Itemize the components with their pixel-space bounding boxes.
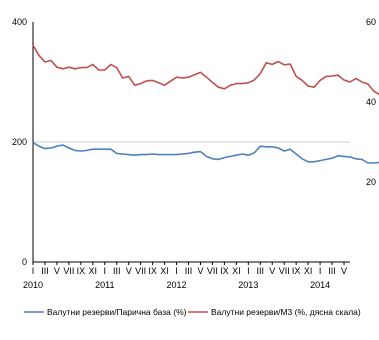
legend-label: Валутни резерви/М3 (%, дясна скала) xyxy=(211,307,361,317)
month-tick-label: V xyxy=(197,266,203,276)
month-tick-label: I xyxy=(247,266,250,276)
month-tick-label: V xyxy=(126,266,132,276)
month-tick-label: IX xyxy=(148,266,157,276)
month-tick-label: VII xyxy=(63,266,74,276)
year-tick-label: 2013 xyxy=(238,280,258,290)
left-tick-label: 0 xyxy=(22,257,27,267)
right-tick-label: 40 xyxy=(366,97,376,107)
month-tick-label: III xyxy=(328,266,336,276)
month-tick-label: XI xyxy=(304,266,313,276)
month-tick-label: IX xyxy=(220,266,229,276)
month-tick-label: I xyxy=(104,266,107,276)
year-tick-label: 2011 xyxy=(95,280,114,290)
month-tick-label: IX xyxy=(292,266,301,276)
series-line-reserves-m3 xyxy=(32,44,379,96)
legend: Валутни резерви/Парична база (%) Валутни … xyxy=(24,307,361,317)
month-tick-label: I xyxy=(319,266,322,276)
month-tick-label: VII xyxy=(135,266,146,276)
month-tick-label: XI xyxy=(232,266,241,276)
month-tick-label: III xyxy=(257,266,265,276)
month-tick-label: V xyxy=(54,266,60,276)
month-tick-label: V xyxy=(269,266,275,276)
right-axis-ticks: 20 40 60 xyxy=(366,17,376,187)
month-tick-label: III xyxy=(185,266,193,276)
series-line-reserves-monetary-base xyxy=(32,141,379,164)
legend-label: Валутни резерви/Парична база (%) xyxy=(47,307,187,317)
month-tick-label: I xyxy=(175,266,178,276)
month-tick-label: VII xyxy=(207,266,218,276)
right-tick-label: 20 xyxy=(366,177,376,187)
month-tick-label: XI xyxy=(89,266,98,276)
month-tick-label: III xyxy=(113,266,121,276)
month-tick-label: VII xyxy=(279,266,290,276)
x-axis-ticks: I III V VII IX XI I III V VII IX XI I III V VII IX XI I III… xyxy=(23,262,347,290)
left-tick-label: 200 xyxy=(12,137,27,147)
month-tick-label: I xyxy=(32,266,35,276)
left-tick-label: 400 xyxy=(12,17,27,27)
year-tick-label: 2012 xyxy=(167,280,187,290)
month-tick-label: III xyxy=(41,266,49,276)
right-tick-label: 60 xyxy=(366,17,376,27)
month-tick-label: XI xyxy=(160,266,169,276)
axes xyxy=(32,22,350,263)
year-tick-label: 2014 xyxy=(310,280,330,290)
year-tick-label: 2010 xyxy=(23,280,43,290)
left-axis-ticks: 0 200 400 xyxy=(12,17,27,267)
month-tick-label: V xyxy=(341,266,347,276)
series-layer xyxy=(32,44,379,164)
month-tick-label: IX xyxy=(77,266,86,276)
